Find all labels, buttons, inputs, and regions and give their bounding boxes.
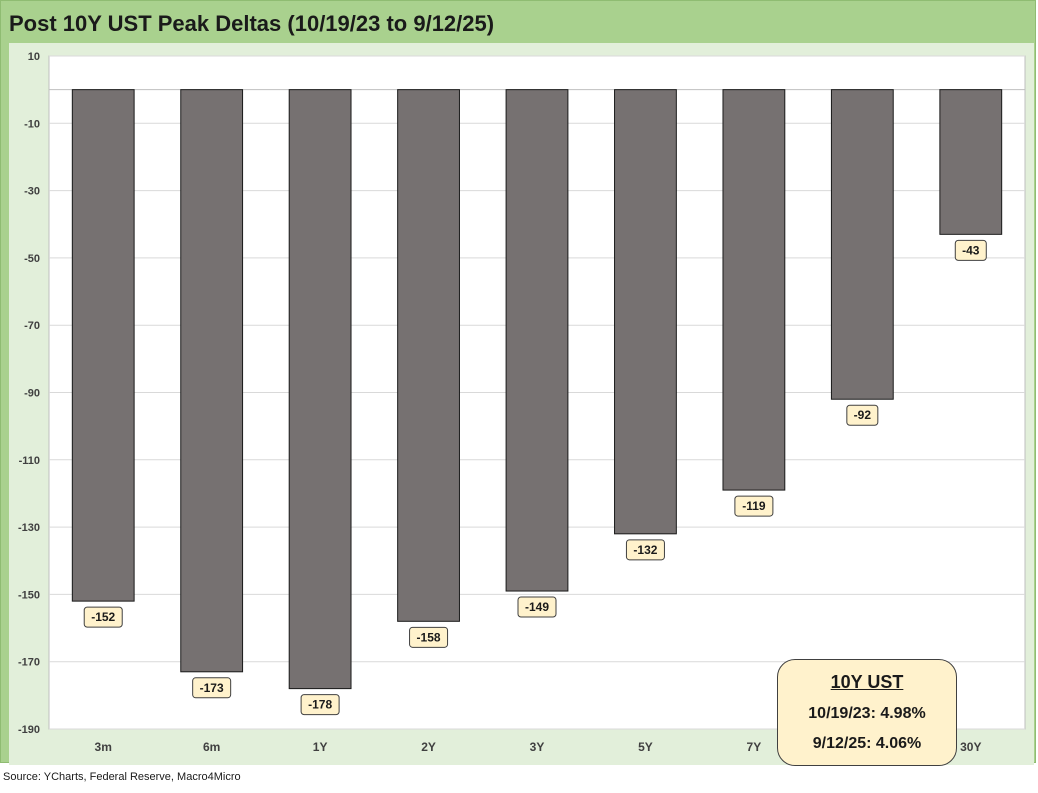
- y-tick-label: -130: [18, 522, 40, 534]
- data-label-box: [625, 539, 665, 561]
- bar: [71, 89, 135, 602]
- bar: [180, 89, 244, 673]
- x-tick-label: 30Y: [960, 740, 981, 754]
- x-tick-label: 3Y: [530, 740, 545, 754]
- data-label-box: [409, 626, 449, 648]
- callout-line-end: 9/12/25: 4.06%: [812, 735, 922, 752]
- data-label-box: [954, 239, 987, 261]
- y-tick-label: -110: [19, 455, 40, 467]
- data-label-box: [300, 694, 340, 716]
- bar: [288, 89, 352, 690]
- data-label-box: [83, 606, 123, 628]
- bar: [397, 89, 460, 622]
- data-label: -158: [417, 630, 441, 644]
- y-tick-label: 10: [28, 51, 40, 63]
- x-tick-label: 5Y: [638, 740, 653, 754]
- y-tick-label: -150: [18, 589, 40, 601]
- x-tick-label: 7Y: [747, 740, 762, 754]
- data-label: -173: [200, 681, 224, 695]
- chart-title: Post 10Y UST Peak Deltas (10/19/23 to 9/…: [9, 11, 495, 36]
- data-label-box: [734, 495, 774, 517]
- bar: [722, 89, 786, 491]
- chart-frame: Post 10Y UST Peak Deltas (10/19/23 to 9/…: [0, 0, 1036, 766]
- data-label-box: [192, 677, 232, 699]
- data-label: -152: [91, 610, 115, 624]
- data-label: -149: [525, 600, 549, 614]
- x-tick-label: 1Y: [313, 740, 328, 754]
- data-label: -92: [854, 408, 872, 422]
- bar-chart: 10 -10 -30 -50 -70 -90 -110 -130 -150 -170 -190 -15…: [18, 51, 1026, 754]
- data-label: -43: [962, 243, 980, 257]
- ust-yield-callout: 10Y UST 10/19/23: 4.98% 9/12/25: 4.06%: [777, 659, 957, 766]
- y-tick-label: -70: [24, 320, 40, 332]
- callout-line-start: 10/19/23: 4.98%: [808, 705, 926, 722]
- y-tick-label: -10: [24, 118, 40, 130]
- data-label-box: [517, 596, 557, 618]
- bar: [505, 89, 569, 592]
- bar: [614, 89, 677, 535]
- data-label: -119: [742, 499, 766, 513]
- x-tick-label: 6m: [203, 740, 220, 754]
- source-note: Source: YCharts, Federal Reserve, Macro4…: [3, 771, 241, 783]
- y-tick-label: -30: [24, 186, 40, 198]
- data-label: -178: [308, 698, 332, 712]
- y-tick-label: -90: [24, 388, 40, 400]
- y-tick-label: -50: [24, 253, 40, 265]
- data-label-box: [846, 404, 879, 426]
- y-tick-label: -190: [18, 724, 40, 736]
- x-tick-label: 2Y: [421, 740, 436, 754]
- callout-title: 10Y UST: [830, 672, 904, 692]
- data-label: -132: [633, 543, 657, 557]
- x-tick-label: 3m: [95, 740, 112, 754]
- bar: [939, 89, 1003, 235]
- bar: [830, 89, 894, 400]
- y-tick-label: -170: [18, 657, 40, 669]
- chart-area: 10 -10 -30 -50 -70 -90 -110 -130 -150 -170 -190 -15…: [9, 43, 1034, 766]
